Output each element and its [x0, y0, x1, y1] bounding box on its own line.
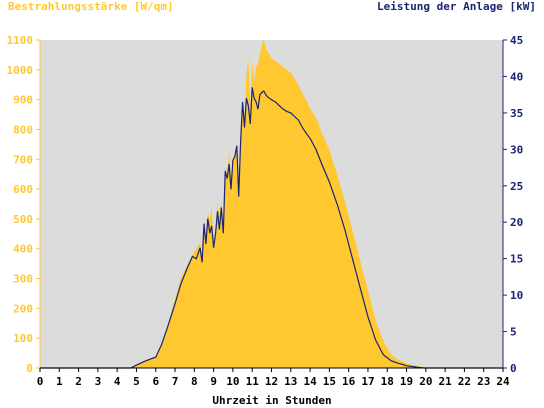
- x-tick-label: 4: [114, 375, 121, 388]
- left-tick-label: 400: [13, 243, 33, 256]
- x-axis-title: Uhrzeit in Stunden: [212, 394, 332, 407]
- x-tick-label: 24: [496, 375, 510, 388]
- right-tick-label: 35: [510, 107, 523, 120]
- x-tick-label: 16: [342, 375, 356, 388]
- left-tick-label: 500: [13, 213, 33, 226]
- left-tick-label: 900: [13, 94, 33, 107]
- x-tick-label: 11: [246, 375, 260, 388]
- right-tick-label: 15: [510, 253, 523, 266]
- right-tick-label: 30: [510, 143, 523, 156]
- left-tick-label: 700: [13, 153, 33, 166]
- irradiance-area: [40, 40, 503, 368]
- left-tick-label: 800: [13, 123, 33, 136]
- right-axis-title: Leistung der Anlage [kW]: [377, 0, 536, 13]
- x-tick-label: 18: [381, 375, 394, 388]
- left-tick-label: 100: [13, 332, 33, 345]
- right-tick-label: 40: [510, 70, 523, 83]
- x-tick-label: 19: [400, 375, 413, 388]
- x-tick-label: 14: [303, 375, 317, 388]
- x-tick-label: 0: [37, 375, 44, 388]
- x-tick-label: 15: [323, 375, 336, 388]
- x-tick-label: 22: [458, 375, 471, 388]
- x-tick-label: 21: [439, 375, 453, 388]
- right-tick-label: 0: [510, 362, 517, 375]
- left-tick-label: 1100: [7, 34, 34, 47]
- x-tick-label: 13: [284, 375, 297, 388]
- right-tick-label: 45: [510, 34, 523, 47]
- x-tick-label: 10: [226, 375, 239, 388]
- x-tick-label: 9: [210, 375, 217, 388]
- right-tick-label: 20: [510, 216, 523, 229]
- x-tick-label: 5: [133, 375, 140, 388]
- x-tick-label: 20: [419, 375, 432, 388]
- left-tick-label: 200: [13, 302, 33, 315]
- right-tick-label: 5: [510, 326, 517, 339]
- x-tick-label: 6: [152, 375, 159, 388]
- x-tick-label: 23: [477, 375, 490, 388]
- x-tick-label: 8: [191, 375, 198, 388]
- x-tick-label: 3: [95, 375, 102, 388]
- left-tick-label: 600: [13, 183, 33, 196]
- x-tick-label: 12: [265, 375, 278, 388]
- left-axis-title: Bestrahlungsstärke [W/qm]: [8, 0, 174, 13]
- power-line: [40, 87, 503, 369]
- x-tick-label: 7: [172, 375, 179, 388]
- right-tick-label: 25: [510, 180, 523, 193]
- x-tick-label: 1: [56, 375, 63, 388]
- left-tick-label: 300: [13, 273, 33, 286]
- left-tick-label: 0: [26, 362, 33, 375]
- x-tick-label: 2: [75, 375, 82, 388]
- left-tick-label: 1000: [7, 64, 34, 77]
- right-tick-label: 10: [510, 289, 523, 302]
- x-tick-label: 17: [361, 375, 374, 388]
